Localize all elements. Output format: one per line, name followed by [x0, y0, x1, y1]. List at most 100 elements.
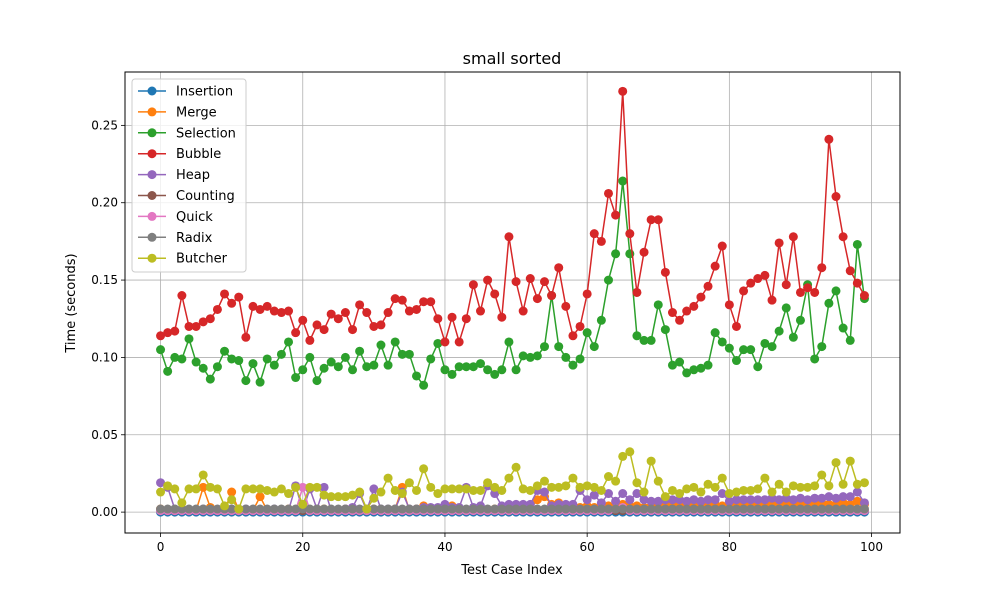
- data-point-bubble: [632, 287, 642, 297]
- data-point-butcher: [532, 481, 542, 491]
- data-point-radix: [269, 504, 279, 514]
- data-point-merge: [198, 482, 208, 492]
- x-tick-label: 40: [437, 540, 452, 554]
- data-point-heap: [156, 478, 166, 488]
- data-point-bubble: [404, 306, 414, 316]
- y-tick-label: 0.20: [91, 196, 118, 210]
- data-point-bubble: [255, 304, 265, 314]
- data-point-bubble: [220, 289, 230, 299]
- data-point-selection: [746, 345, 756, 355]
- data-point-bubble: [269, 306, 279, 316]
- data-point-butcher: [703, 479, 713, 489]
- data-point-radix: [191, 504, 201, 514]
- data-point-selection: [831, 286, 841, 296]
- data-point-heap: [696, 496, 706, 506]
- data-point-heap: [845, 492, 855, 502]
- data-point-bubble: [490, 289, 500, 299]
- data-point-bubble: [326, 309, 336, 319]
- data-point-radix: [746, 504, 756, 514]
- data-point-selection: [753, 362, 763, 372]
- data-point-radix: [689, 504, 699, 514]
- data-point-butcher: [618, 451, 628, 461]
- data-point-bubble: [483, 275, 493, 285]
- data-point-butcher: [611, 476, 621, 486]
- legend-label-radix: Radix: [176, 231, 213, 246]
- data-point-butcher: [639, 487, 649, 497]
- data-point-butcher: [348, 490, 358, 500]
- data-point-heap: [603, 489, 613, 499]
- data-point-bubble: [817, 263, 827, 273]
- data-point-selection: [319, 363, 329, 373]
- data-point-radix: [198, 504, 208, 514]
- data-point-butcher: [227, 495, 237, 505]
- data-point-selection: [554, 342, 564, 352]
- data-point-bubble: [362, 308, 372, 318]
- data-point-butcher: [511, 462, 521, 472]
- data-point-radix: [326, 504, 336, 514]
- data-point-butcher: [333, 492, 343, 502]
- legend: Insertion Merge Selection Bubble Heap Countin…: [131, 78, 247, 273]
- data-point-selection: [703, 360, 713, 370]
- data-point-heap: [774, 495, 784, 505]
- data-point-heap: [611, 496, 621, 506]
- data-point-heap: [675, 495, 685, 505]
- data-point-butcher: [760, 473, 770, 483]
- data-point-heap: [767, 493, 777, 503]
- data-point-bubble: [284, 306, 294, 316]
- data-point-bubble: [859, 291, 869, 301]
- data-point-radix: [831, 504, 841, 514]
- data-point-radix: [227, 504, 237, 514]
- data-point-butcher: [682, 484, 692, 494]
- data-point-butcher: [198, 470, 208, 480]
- x-tick-label: 80: [722, 540, 737, 554]
- data-point-radix: [262, 504, 272, 514]
- data-point-heap: [731, 495, 741, 505]
- data-point-radix: [582, 504, 592, 514]
- data-point-bubble: [731, 321, 741, 331]
- data-point-selection: [476, 359, 485, 369]
- data-point-radix: [845, 504, 855, 514]
- data-point-butcher: [269, 487, 279, 497]
- data-point-butcher: [483, 478, 493, 488]
- data-point-heap: [667, 495, 677, 505]
- data-point-radix: [767, 504, 777, 514]
- data-point-selection: [689, 365, 699, 375]
- data-point-selection: [191, 357, 201, 367]
- data-point-bubble: [333, 314, 343, 324]
- data-point-bubble: [262, 301, 272, 311]
- data-point-radix: [440, 504, 450, 514]
- data-point-heap: [319, 482, 329, 492]
- legend-marker-selection: [147, 128, 157, 138]
- data-point-butcher: [575, 482, 585, 492]
- data-point-bubble: [568, 331, 578, 341]
- data-point-selection: [276, 349, 286, 359]
- data-point-bubble: [653, 215, 663, 225]
- data-point-butcher: [561, 481, 571, 491]
- data-point-bubble: [532, 294, 542, 304]
- data-point-radix: [483, 504, 493, 514]
- x-tick-label: 20: [295, 540, 310, 554]
- data-point-selection: [724, 343, 734, 353]
- data-point-selection: [454, 362, 464, 372]
- data-point-selection: [269, 360, 279, 370]
- data-point-butcher: [731, 487, 741, 497]
- data-point-radix: [525, 504, 535, 514]
- data-point-heap: [810, 493, 820, 503]
- data-point-radix: [284, 504, 294, 514]
- data-point-radix: [156, 504, 166, 514]
- data-point-merge: [838, 498, 848, 508]
- data-point-radix: [376, 504, 386, 514]
- data-point-bubble: [433, 314, 443, 324]
- x-axis-label: Test Case Index: [460, 563, 563, 578]
- data-point-radix: [753, 504, 763, 514]
- data-point-butcher: [454, 484, 464, 494]
- data-point-heap: [703, 495, 713, 505]
- data-point-selection: [618, 176, 628, 186]
- data-point-merge: [227, 487, 237, 497]
- y-tick-label: 0.00: [91, 505, 118, 519]
- data-point-selection: [447, 369, 457, 379]
- data-point-heap: [689, 495, 699, 505]
- data-point-radix: [724, 504, 734, 514]
- data-point-heap: [653, 496, 663, 506]
